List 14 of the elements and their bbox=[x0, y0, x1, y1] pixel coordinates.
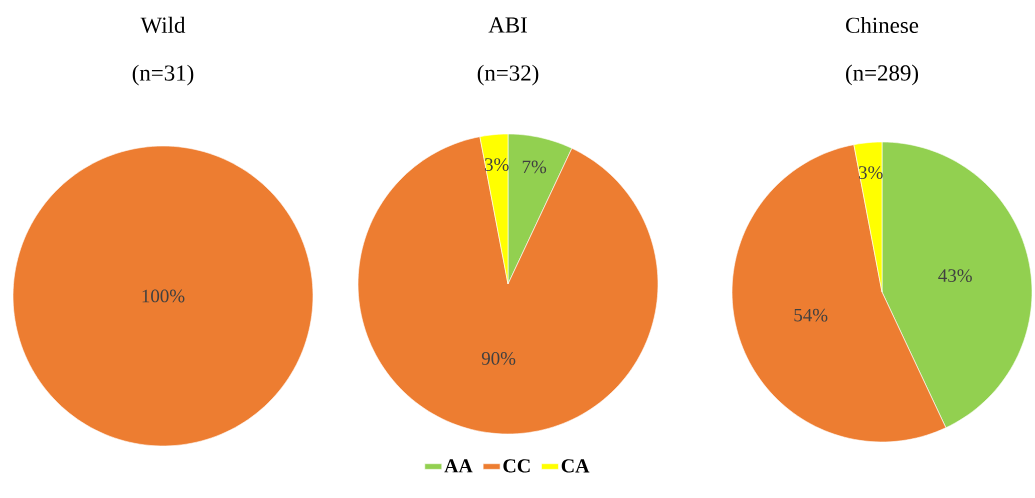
chart-title: ABI bbox=[488, 17, 527, 33]
legend-label: CA bbox=[561, 459, 590, 473]
chart-title: Wild bbox=[140, 16, 186, 34]
chart-subtitle: (n=32) bbox=[477, 64, 539, 86]
chart-title: Chinese bbox=[846, 16, 919, 34]
data-label: 100% bbox=[142, 289, 185, 303]
chart-subtitle: (n=289) bbox=[846, 64, 919, 86]
data-label: 90% bbox=[481, 352, 516, 365]
legend-label: AA bbox=[444, 459, 473, 473]
chart-subtitle: (n=31) bbox=[132, 64, 194, 86]
legend-label: CC bbox=[503, 459, 530, 473]
data-label: 54% bbox=[794, 308, 828, 322]
data-label: 43% bbox=[938, 269, 972, 283]
data-label: 7% bbox=[522, 160, 547, 174]
